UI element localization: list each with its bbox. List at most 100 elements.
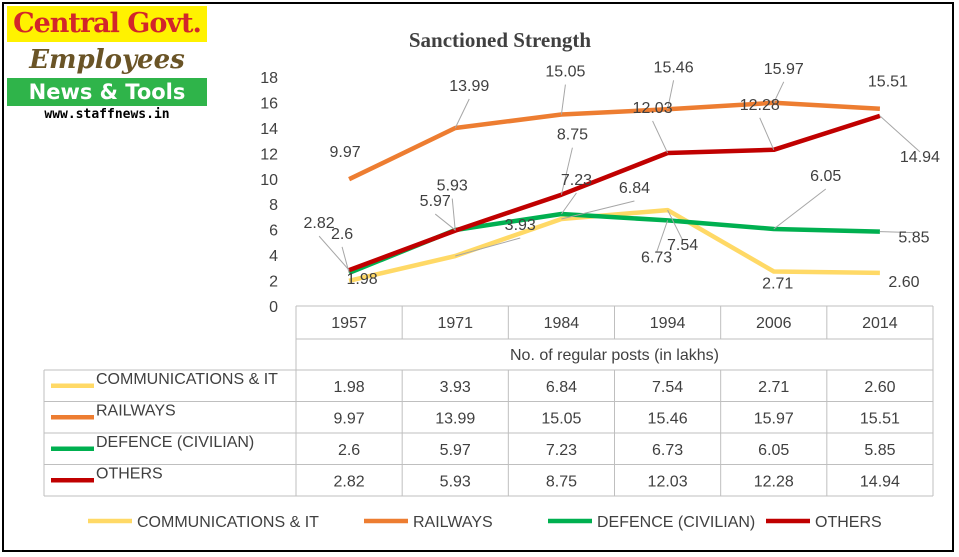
data-label: 1.98	[347, 271, 378, 288]
chart-title: Sanctioned Strength	[409, 28, 592, 52]
y-tick-label-0: 0	[269, 299, 278, 316]
legend-label: RAILWAYS	[413, 514, 493, 531]
leader-line	[561, 200, 635, 220]
y-tick-label-14: 14	[260, 121, 278, 138]
data-label: 6.84	[619, 180, 650, 197]
series-line-communications-it	[348, 207, 880, 283]
legend-label: OTHERS	[815, 514, 882, 531]
table-cell: 13.99	[435, 410, 475, 427]
data-label: 9.97	[330, 144, 361, 161]
leader-line	[773, 188, 827, 230]
x-tick-label-1984: 1984	[544, 315, 580, 332]
leader-line	[560, 147, 573, 195]
table-cell: 7.54	[652, 379, 683, 396]
table-cell: 2.82	[334, 473, 365, 490]
data-label: 8.75	[557, 127, 588, 144]
table-cell: 15.51	[860, 410, 900, 427]
leader-line	[773, 81, 785, 104]
plot-lines	[348, 100, 881, 283]
table-cell: 2.71	[758, 379, 789, 396]
label-leader-lines	[318, 80, 921, 274]
data-label: 5.97	[420, 193, 451, 210]
data-label: 2.60	[888, 274, 919, 291]
leader-line	[454, 98, 470, 129]
table-cell: 7.23	[546, 442, 577, 459]
leader-line	[656, 220, 669, 253]
y-tick-label-8: 8	[269, 197, 278, 214]
table-row-label: COMMUNICATIONS & IT	[96, 371, 278, 388]
leader-line	[560, 84, 566, 115]
y-tick-label-6: 6	[269, 223, 278, 240]
table-cell: 14.94	[860, 473, 900, 490]
data-label: 5.85	[898, 230, 929, 247]
y-tick-label-4: 4	[269, 248, 278, 265]
table-cell: 9.97	[334, 410, 365, 427]
table-cell: 8.75	[546, 473, 577, 490]
table-cell: 5.93	[440, 473, 471, 490]
data-label: 15.46	[654, 59, 694, 76]
y-tick-label-2: 2	[269, 274, 278, 291]
table-cell: 15.05	[541, 410, 581, 427]
x-axis-title: No. of regular posts (in lakhs)	[510, 347, 719, 364]
leader-line	[667, 209, 684, 241]
data-label: 2.82	[304, 215, 335, 232]
x-tick-label-2006: 2006	[756, 315, 792, 332]
table-row-label: RAILWAYS	[96, 402, 176, 419]
data-table: 1957 1971 1984 1994 2006 2014 No. of regular p…	[43, 305, 934, 497]
table-cell: 12.28	[754, 473, 794, 490]
y-tick-label-12: 12	[260, 146, 278, 163]
leader-line	[561, 192, 577, 215]
logo-text-central-govt: Central Govt.	[7, 6, 207, 42]
x-tick-label-1957: 1957	[331, 315, 367, 332]
table-cell: 15.46	[648, 410, 688, 427]
logo-text-news-tools: News & Tools	[7, 78, 207, 106]
y-tick-label-16: 16	[260, 95, 278, 112]
table-cell: 5.85	[864, 442, 895, 459]
data-label: 2.71	[762, 276, 793, 293]
logo-text-employees: Employees	[7, 42, 207, 78]
y-axis: 0 2 4 6 8 10 12 14 16 18	[260, 70, 278, 316]
leader-line	[879, 115, 921, 153]
y-tick-label-10: 10	[260, 172, 278, 189]
table-cell: 2.60	[864, 379, 895, 396]
logo-text-url: www.staffnews.in	[7, 106, 207, 124]
leader-line	[434, 213, 456, 231]
table-cell: 3.93	[440, 379, 471, 396]
leader-line	[879, 231, 914, 234]
table-row-label: OTHERS	[96, 465, 163, 482]
data-label: 12.03	[633, 100, 673, 117]
legend-label: DEFENCE (CIVILIAN)	[597, 514, 755, 531]
data-label: 2.6	[331, 226, 353, 243]
table-cell: 6.73	[652, 442, 683, 459]
table-cell: 6.84	[546, 379, 577, 396]
x-tick-label-1994: 1994	[650, 315, 686, 332]
table-cell: 6.05	[758, 442, 789, 459]
data-label: 15.51	[868, 74, 908, 91]
data-label: 3.93	[505, 217, 536, 234]
y-tick-label-18: 18	[260, 70, 278, 87]
legend-label: COMMUNICATIONS & IT	[137, 514, 319, 531]
data-label: 6.05	[810, 168, 841, 185]
data-label: 6.73	[641, 249, 672, 266]
series-line-railways	[348, 100, 881, 182]
series-line-others	[348, 113, 881, 273]
data-label: 15.97	[764, 61, 804, 78]
data-label: 5.93	[437, 178, 468, 195]
data-label: 12.28	[740, 97, 780, 114]
leader-line	[759, 117, 775, 150]
data-label: 14.94	[900, 149, 940, 166]
leader-line	[451, 198, 456, 231]
x-tick-label-2014: 2014	[862, 315, 898, 332]
site-logo: Central Govt. Employees News & Tools www…	[7, 6, 207, 124]
table-cell: 2.6	[338, 442, 360, 459]
x-tick-label-1971: 1971	[437, 315, 473, 332]
table-row-label: DEFENCE (CIVILIAN)	[96, 434, 254, 451]
table-cell: 15.97	[754, 410, 794, 427]
data-label: 7.23	[561, 172, 592, 189]
leader-line	[455, 237, 521, 257]
leader-line	[318, 235, 350, 271]
table-cell: 1.98	[334, 379, 365, 396]
leader-line	[667, 80, 675, 110]
table-cell: 5.97	[440, 442, 471, 459]
